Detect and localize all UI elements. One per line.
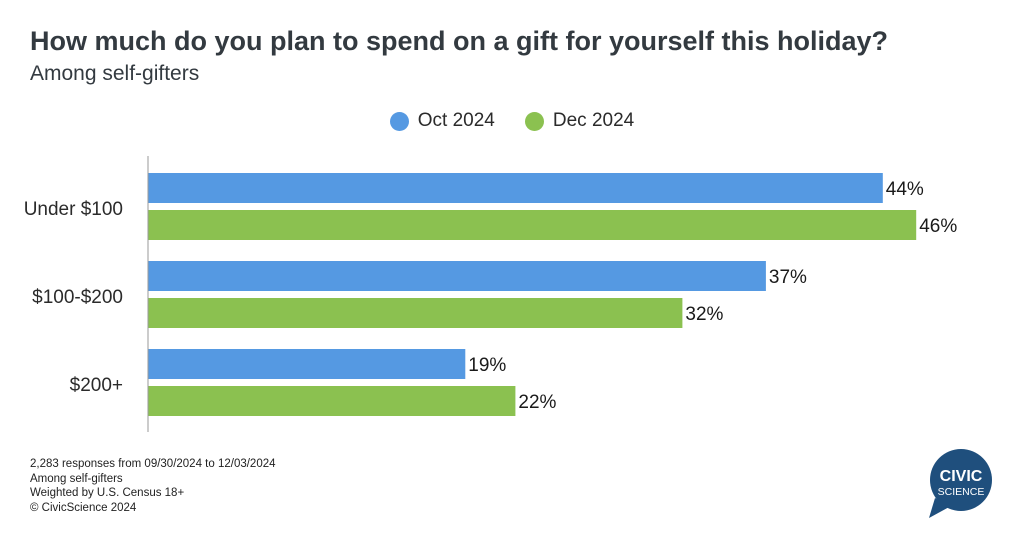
data-label-oct-2024-under-100: 44% (886, 179, 924, 200)
chart-subtitle: Among self-gifters (30, 62, 200, 85)
bar-oct-2024-100-200 (148, 261, 766, 291)
category-label-under-100: Under $100 (24, 199, 123, 220)
legend-item-oct-2024: Oct 2024 (389, 110, 495, 132)
data-label-oct-2024-200: 19% (468, 355, 506, 376)
legend-item-dec-2024: Dec 2024 (524, 110, 635, 132)
bar-dec-2024-under-100 (148, 210, 917, 240)
category-label-200: $200+ (70, 375, 123, 396)
bar-oct-2024-200 (148, 349, 466, 379)
footnotes: 2,283 responses from 09/30/2024 to 12/03… (30, 457, 276, 515)
legend: Oct 2024 Dec 2024 (0, 110, 1024, 132)
footnote-weighting: Weighted by U.S. Census 18+ (30, 487, 185, 499)
logo-text-science: SCIENCE (938, 486, 985, 498)
chart-title: How much do you plan to spend on a gift … (30, 26, 889, 56)
legend-swatch-oct-2024 (389, 111, 409, 131)
data-label-dec-2024-200: 22% (518, 392, 556, 413)
logo-text-civic: CIVIC (940, 468, 983, 485)
legend-swatch-dec-2024 (524, 111, 544, 131)
bar-dec-2024-200 (148, 386, 516, 416)
data-label-oct-2024-100-200: 37% (769, 267, 807, 288)
category-label-100-200: $100-$200 (32, 287, 123, 308)
footnote-population: Among self-gifters (30, 472, 123, 485)
legend-label-dec-2024: Dec 2024 (552, 110, 635, 131)
bar-dec-2024-100-200 (148, 298, 683, 328)
logo-bubble-tail (929, 498, 951, 518)
data-label-dec-2024-under-100: 46% (919, 216, 957, 237)
data-label-dec-2024-100-200: 32% (685, 304, 723, 325)
legend-label-oct-2024: Oct 2024 (417, 110, 495, 131)
footnote-responses: 2,283 responses from 09/30/2024 to 12/03… (30, 458, 276, 470)
logo-bubble (930, 449, 992, 511)
civicscience-logo: CIVIC SCIENCE (929, 449, 992, 518)
bar-oct-2024-under-100 (148, 173, 883, 203)
footnote-copyright: © CivicScience 2024 (30, 501, 137, 514)
